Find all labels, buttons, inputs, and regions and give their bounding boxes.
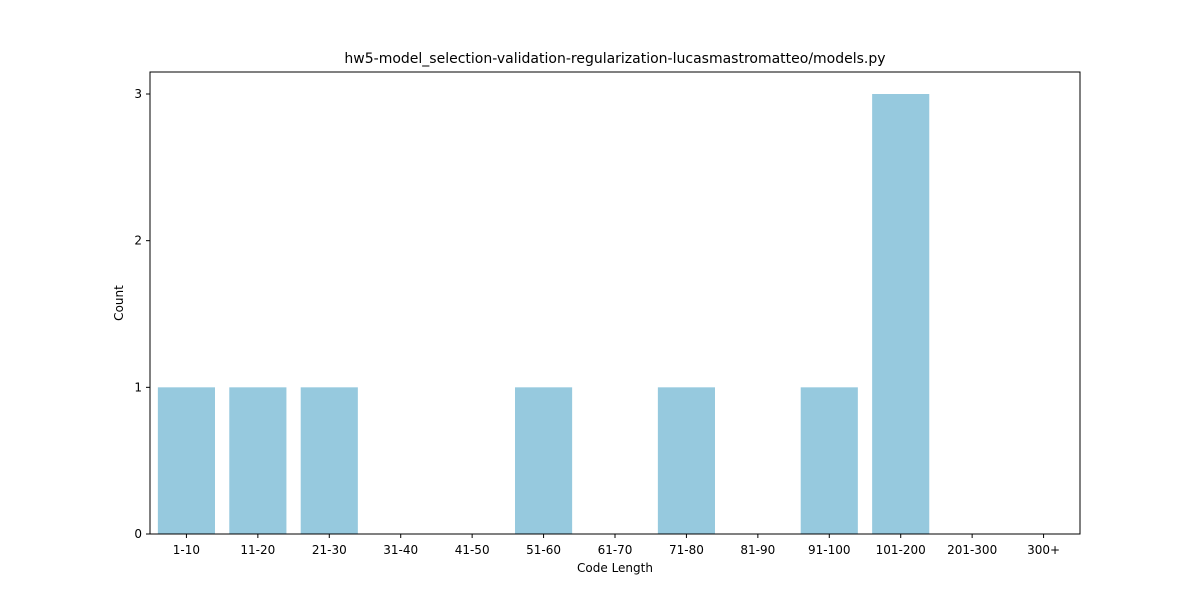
x-tick-label: 81-90 bbox=[740, 543, 775, 557]
bar-101-200 bbox=[872, 94, 930, 534]
x-tick-label: 71-80 bbox=[669, 543, 704, 557]
bars-group bbox=[157, 94, 930, 534]
y-tick-label: 0 bbox=[134, 527, 142, 541]
y-tick-label: 2 bbox=[134, 234, 142, 248]
bar-91-100 bbox=[800, 387, 858, 534]
x-tick-label: 41-50 bbox=[455, 543, 490, 557]
y-axis-ticks: 0 1 2 3 bbox=[134, 87, 150, 541]
x-tick-label: 201-300 bbox=[947, 543, 997, 557]
plot-frame bbox=[149, 71, 1081, 535]
bar-51-60 bbox=[515, 387, 573, 534]
bar-1-10 bbox=[157, 387, 215, 534]
x-tick-label: 91-100 bbox=[808, 543, 851, 557]
chart-title: hw5-model_selection-validation-regulariz… bbox=[344, 51, 885, 67]
x-tick-label: 101-200 bbox=[876, 543, 926, 557]
x-tick-label: 11-20 bbox=[240, 543, 275, 557]
bar-11-20 bbox=[229, 387, 287, 534]
x-axis-label: Code Length bbox=[577, 561, 653, 575]
x-tick-label: 31-40 bbox=[383, 543, 418, 557]
bar-21-30 bbox=[300, 387, 358, 534]
x-axis-ticks: 1-10 11-20 21-30 31-40 41-50 51-60 61-70 71-80 8… bbox=[173, 534, 1060, 557]
x-tick-label: 1-10 bbox=[173, 543, 200, 557]
x-tick-label: 51-60 bbox=[526, 543, 561, 557]
x-tick-label: 21-30 bbox=[312, 543, 347, 557]
x-tick-label: 61-70 bbox=[598, 543, 633, 557]
y-tick-label: 3 bbox=[134, 87, 142, 101]
y-axis-label: Count bbox=[112, 285, 126, 321]
bar-71-80 bbox=[657, 387, 715, 534]
y-tick-label: 1 bbox=[134, 380, 142, 394]
x-tick-label: 300+ bbox=[1027, 543, 1060, 557]
